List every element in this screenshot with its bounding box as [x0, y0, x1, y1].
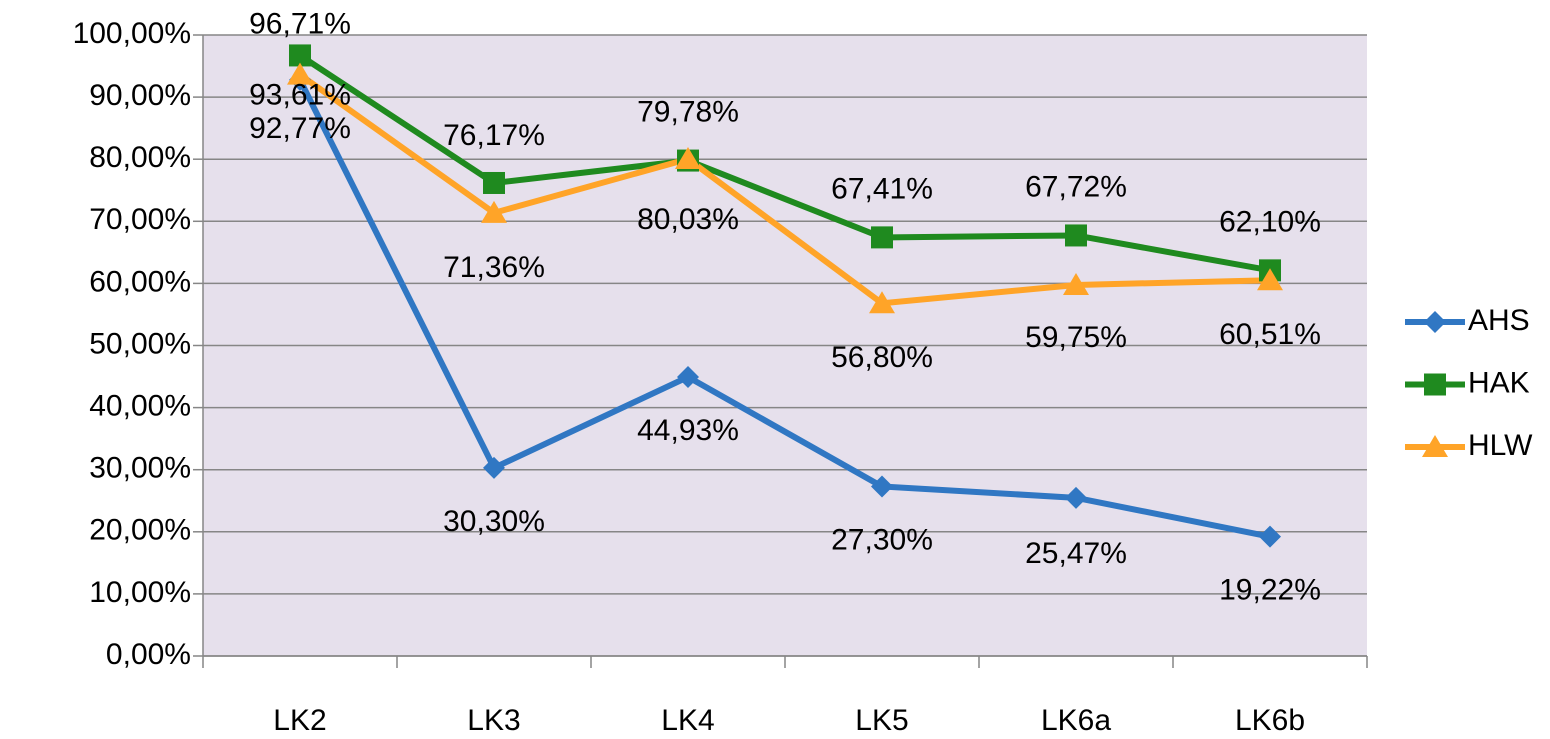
- data-label: 25,47%: [1025, 537, 1127, 570]
- y-tick-label: 100,00%: [73, 17, 191, 50]
- point-marker: [1065, 486, 1087, 509]
- data-label: 67,72%: [1025, 170, 1127, 203]
- y-tick-label: 20,00%: [89, 514, 191, 547]
- data-label: 56,80%: [831, 341, 933, 374]
- point-marker: [869, 291, 895, 314]
- legend-marker: [1424, 373, 1446, 396]
- x-tick-label: LK3: [467, 704, 520, 737]
- x-tick-label: LK6b: [1235, 704, 1305, 737]
- y-tick-label: 50,00%: [89, 327, 191, 360]
- data-label: 30,30%: [443, 505, 545, 538]
- series-line: [298, 72, 1271, 307]
- y-tick-label: 60,00%: [89, 265, 191, 298]
- data-label: 80,03%: [637, 203, 739, 236]
- data-label: 27,30%: [831, 523, 933, 556]
- data-label: 96,71%: [249, 7, 351, 40]
- legend-label: HLW: [1468, 429, 1533, 462]
- legend-label: HAK: [1468, 366, 1530, 399]
- data-label: 71,36%: [443, 251, 545, 284]
- x-tick-label: LK5: [855, 704, 908, 737]
- point-marker: [289, 44, 311, 67]
- data-label: 19,22%: [1219, 574, 1321, 607]
- point-marker: [481, 200, 507, 223]
- y-tick-label: 90,00%: [89, 79, 191, 112]
- data-label: 92,77%: [249, 112, 351, 145]
- legend-label: AHS: [1468, 304, 1530, 337]
- y-tick-label: 70,00%: [89, 203, 191, 236]
- point-marker: [675, 147, 701, 170]
- data-label: 59,75%: [1025, 321, 1127, 354]
- x-tick-label: LK4: [661, 704, 714, 737]
- point-marker: [871, 226, 893, 249]
- y-tick-label: 40,00%: [89, 390, 191, 423]
- data-label: 93,61%: [249, 79, 351, 112]
- point-marker: [287, 62, 313, 85]
- x-tick-label: LK6a: [1041, 704, 1111, 737]
- x-tick-label: LK2: [273, 704, 326, 737]
- point-marker: [871, 475, 893, 498]
- series-line: [298, 52, 1271, 274]
- point-marker: [483, 171, 505, 194]
- data-label: 67,41%: [831, 172, 933, 205]
- series-line: [297, 78, 1271, 540]
- y-tick-label: 30,00%: [89, 452, 191, 485]
- y-tick-label: 0,00%: [106, 638, 191, 671]
- point-marker: [677, 365, 699, 388]
- point-marker: [483, 456, 505, 479]
- point-marker: [1065, 224, 1087, 247]
- data-label: 44,93%: [637, 414, 739, 447]
- point-marker: [1257, 268, 1283, 291]
- data-label: 60,51%: [1219, 318, 1321, 351]
- point-marker: [1259, 525, 1281, 548]
- y-tick-label: 10,00%: [89, 576, 191, 609]
- data-label: 79,78%: [637, 95, 739, 128]
- legend-marker: [1424, 311, 1446, 333]
- point-marker: [1063, 272, 1089, 295]
- data-label: 76,17%: [443, 119, 545, 152]
- y-tick-label: 80,00%: [89, 141, 191, 174]
- data-label: 62,10%: [1219, 205, 1321, 238]
- legend-marker: [1422, 435, 1448, 457]
